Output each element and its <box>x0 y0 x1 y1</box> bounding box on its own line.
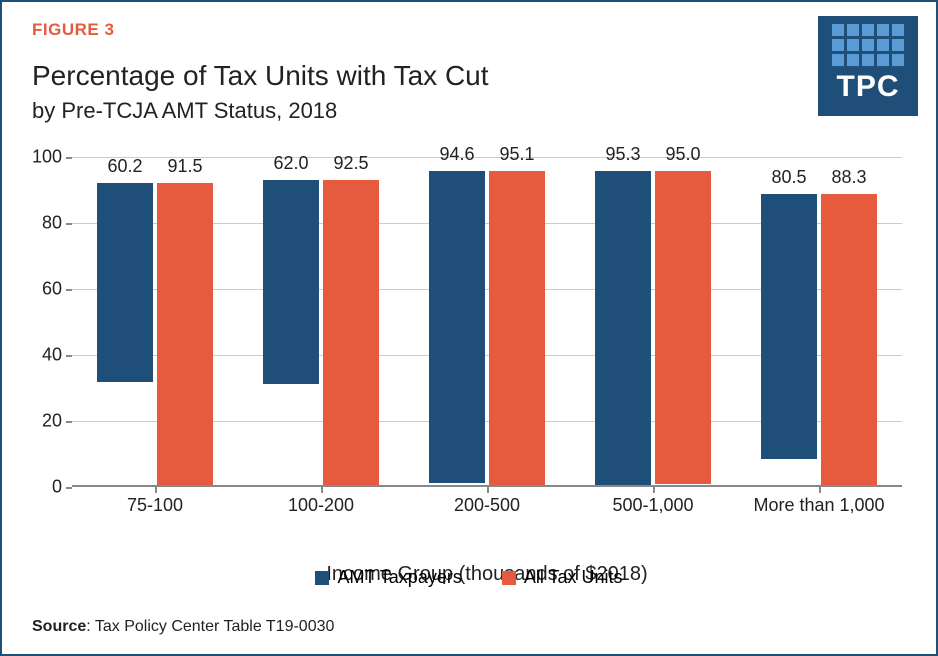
x-category-label: 75-100 <box>72 495 238 516</box>
source-text: : Tax Policy Center Table T19-0030 <box>86 618 334 635</box>
legend-label: AMT Taxpayers <box>337 567 461 588</box>
bar: 80.5 <box>761 194 817 460</box>
bar-value-label: 95.3 <box>605 144 640 165</box>
y-tick-label: 80 <box>42 213 62 234</box>
y-tick-label: 20 <box>42 411 62 432</box>
figure-label: FIGURE 3 <box>32 20 114 40</box>
bar: 92.5 <box>323 180 379 485</box>
x-tick-mark <box>653 487 655 493</box>
x-tick-mark <box>321 487 323 493</box>
x-category-label: 200-500 <box>404 495 570 516</box>
legend-swatch-icon <box>315 571 329 585</box>
logo-text: TPC <box>837 70 900 104</box>
bar-group: 94.695.1200-500 <box>404 171 570 485</box>
logo-grid-icon <box>832 24 904 66</box>
x-tick-mark <box>819 487 821 493</box>
y-tick-mark <box>66 157 72 159</box>
y-tick-mark <box>66 487 72 489</box>
source-prefix: Source <box>32 618 86 635</box>
source-line: Source: Tax Policy Center Table T19-0030 <box>32 618 334 636</box>
bar-value-label: 80.5 <box>771 167 806 188</box>
plot-region: 02040608010060.291.575-10062.092.5100-20… <box>72 157 902 487</box>
bar-value-label: 95.0 <box>665 144 700 165</box>
bar-value-label: 62.0 <box>273 153 308 174</box>
legend-label: All Tax Units <box>524 567 623 588</box>
bar-value-label: 88.3 <box>831 167 866 188</box>
x-category-label: 500-1,000 <box>570 495 736 516</box>
bar: 88.3 <box>821 194 877 485</box>
bar-value-label: 92.5 <box>333 153 368 174</box>
bar: 62.0 <box>263 180 319 385</box>
x-tick-mark <box>487 487 489 493</box>
y-tick-label: 100 <box>32 147 62 168</box>
bar-group: 80.588.3More than 1,000 <box>736 194 902 485</box>
bar-value-label: 94.6 <box>439 144 474 165</box>
y-tick-label: 60 <box>42 279 62 300</box>
bar: 95.1 <box>489 171 545 485</box>
legend: AMT Taxpayers All Tax Units <box>2 567 936 588</box>
bar: 95.3 <box>595 171 651 485</box>
legend-swatch-icon <box>502 571 516 585</box>
bar-value-label: 91.5 <box>167 156 202 177</box>
bar-group: 95.395.0500-1,000 <box>570 171 736 485</box>
x-category-label: More than 1,000 <box>736 495 902 516</box>
bar: 91.5 <box>157 183 213 485</box>
y-tick-label: 40 <box>42 345 62 366</box>
bar-group: 60.291.575-100 <box>72 183 238 485</box>
legend-item: AMT Taxpayers <box>315 567 461 588</box>
legend-item: All Tax Units <box>502 567 623 588</box>
chart-subtitle: by Pre-TCJA AMT Status, 2018 <box>32 98 337 124</box>
bar-value-label: 60.2 <box>107 156 142 177</box>
bar: 60.2 <box>97 183 153 382</box>
x-category-label: 100-200 <box>238 495 404 516</box>
bar-value-label: 95.1 <box>499 144 534 165</box>
tpc-logo: TPC <box>818 16 918 116</box>
bar: 95.0 <box>655 171 711 485</box>
bar: 94.6 <box>429 171 485 483</box>
x-tick-mark <box>155 487 157 493</box>
y-tick-label: 0 <box>52 477 62 498</box>
chart-area: 02040608010060.291.575-10062.092.5100-20… <box>72 157 902 517</box>
chart-title: Percentage of Tax Units with Tax Cut <box>32 60 489 92</box>
bar-group: 62.092.5100-200 <box>238 180 404 485</box>
